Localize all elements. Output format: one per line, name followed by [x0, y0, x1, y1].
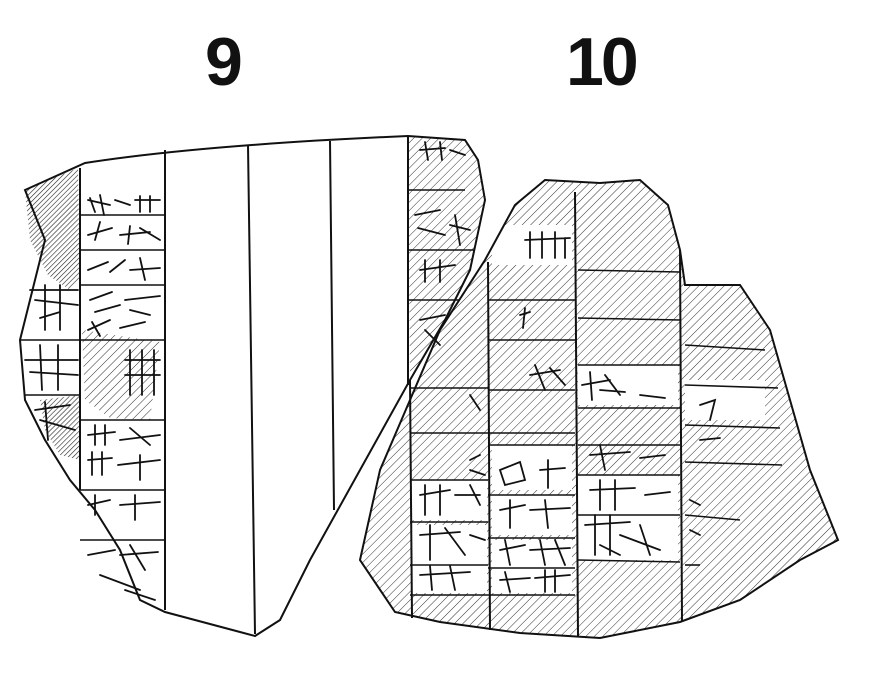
tablet-9-break-area: [40, 395, 80, 460]
tablet-10: [358, 178, 840, 640]
tablet-10-surface: [360, 180, 838, 638]
tablet-9-cuneiform-signs: [24, 141, 471, 601]
tablet-9-column-rulings: [79, 136, 409, 635]
tablet-10-outline: [358, 178, 840, 640]
tablet-10-row-rulings: [410, 269, 783, 596]
tablet-9-row-rulings: [20, 189, 475, 541]
tablet-9-break-area: [25, 168, 80, 290]
tablet-number-9: 9: [205, 24, 243, 100]
tablet-9-break-area: [82, 330, 160, 420]
tablet-9: [18, 134, 487, 638]
tablet-number-10: 10: [566, 24, 639, 100]
tablet-10-cuneiform-signs: [419, 231, 721, 593]
